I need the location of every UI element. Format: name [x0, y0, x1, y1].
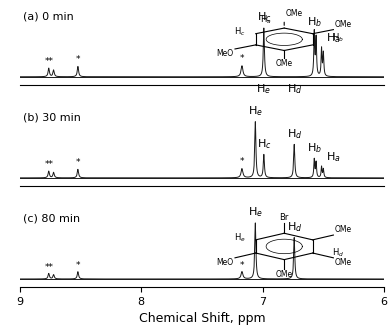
Text: H$_c$: H$_c$ [256, 137, 271, 151]
X-axis label: Chemical Shift, ppm: Chemical Shift, ppm [138, 312, 265, 325]
Text: **: ** [45, 160, 54, 169]
Text: H$_a$: H$_a$ [327, 31, 341, 45]
Text: *: * [76, 261, 80, 270]
Text: *: * [240, 261, 244, 270]
Text: (c) 80 min: (c) 80 min [23, 214, 80, 224]
Text: H$_c$: H$_c$ [256, 10, 271, 24]
Text: *: * [76, 55, 80, 64]
Text: *: * [240, 157, 244, 166]
Text: H$_e$: H$_e$ [248, 104, 263, 118]
Text: H$_d$: H$_d$ [287, 220, 302, 234]
Text: H$_e$: H$_e$ [248, 205, 263, 219]
Text: H$_d$: H$_d$ [287, 82, 302, 96]
Text: (a) 0 min: (a) 0 min [23, 11, 74, 21]
Text: H$_e$: H$_e$ [256, 82, 271, 96]
Text: **: ** [45, 263, 54, 272]
Text: (b) 30 min: (b) 30 min [23, 112, 81, 122]
Text: **: ** [45, 57, 54, 67]
Text: *: * [240, 54, 244, 63]
Text: H$_d$: H$_d$ [287, 127, 302, 141]
Text: H$_b$: H$_b$ [307, 141, 322, 155]
Text: H$_a$: H$_a$ [327, 151, 341, 164]
Text: *: * [76, 158, 80, 167]
Text: H$_b$: H$_b$ [307, 15, 322, 29]
